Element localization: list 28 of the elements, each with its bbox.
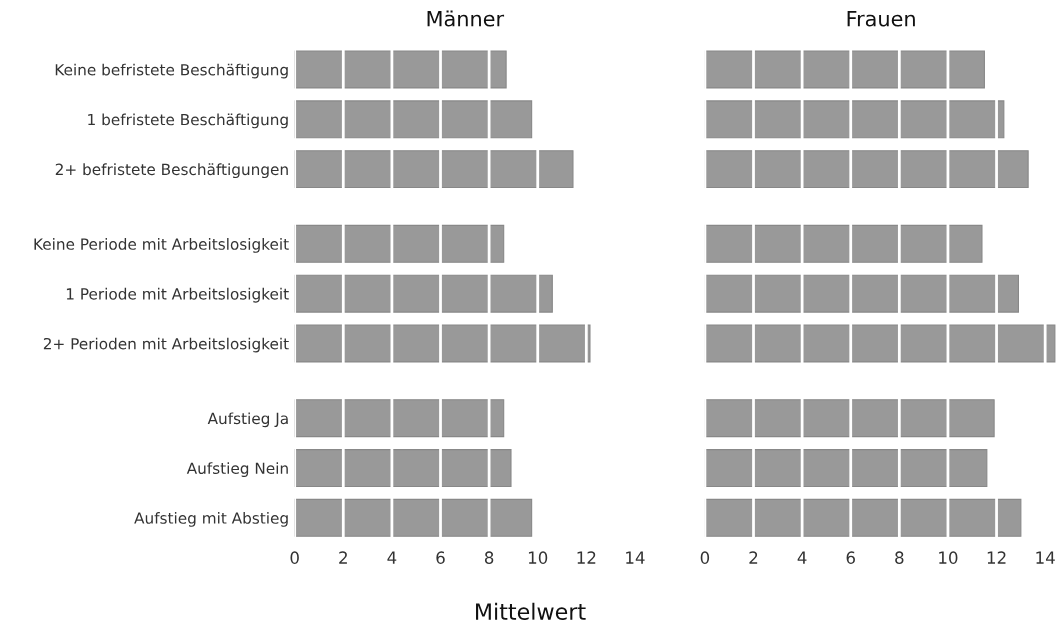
x-tick-label: 10 xyxy=(939,551,958,564)
x-tick-label: 8 xyxy=(895,551,904,564)
x-tick-label: 8 xyxy=(484,551,494,564)
x-tick-label: 4 xyxy=(387,551,397,564)
y-tick-label: 2+ Perioden mit Arbeitslosigkeit xyxy=(43,337,289,353)
y-tick-label: 2+ befristete Beschäftigungen xyxy=(55,163,288,179)
chart-title: Männer xyxy=(427,10,505,27)
chart-title: Frauen xyxy=(847,11,915,27)
y-tick-label: Aufstieg Nein xyxy=(186,462,288,477)
y-tick-label: Aufstieg Ja xyxy=(207,412,288,428)
x-tick-label: 14 xyxy=(626,551,645,564)
y-tick-label: Keine befristete Beschäftigung xyxy=(55,63,288,79)
x-tick-label: 10 xyxy=(528,551,548,564)
x-tick-label: 2 xyxy=(749,551,758,564)
x-tick-label: 14 xyxy=(1036,551,1055,564)
y-tick-label: Keine Periode mit Arbeitslosigkeit xyxy=(34,238,289,253)
x-tick-label: 12 xyxy=(987,551,1006,564)
y-tick-label: Aufstieg mit Abstieg xyxy=(134,512,288,527)
x-tick-label: 12 xyxy=(577,551,596,564)
y-tick-label: 1 befristete Beschäftigung xyxy=(88,113,288,129)
x-tick-label: 0 xyxy=(700,551,710,564)
x-tick-label: 6 xyxy=(846,551,855,564)
x-tick-label: 4 xyxy=(797,551,807,564)
x-axis-title: Mittelwert xyxy=(476,602,586,620)
x-tick-label: 0 xyxy=(290,551,299,564)
x-tick-label: 2 xyxy=(339,551,347,564)
x-tick-label: 6 xyxy=(436,551,445,564)
y-tick-label: 1 Periode mit Arbeitslosigkeit xyxy=(66,287,289,303)
